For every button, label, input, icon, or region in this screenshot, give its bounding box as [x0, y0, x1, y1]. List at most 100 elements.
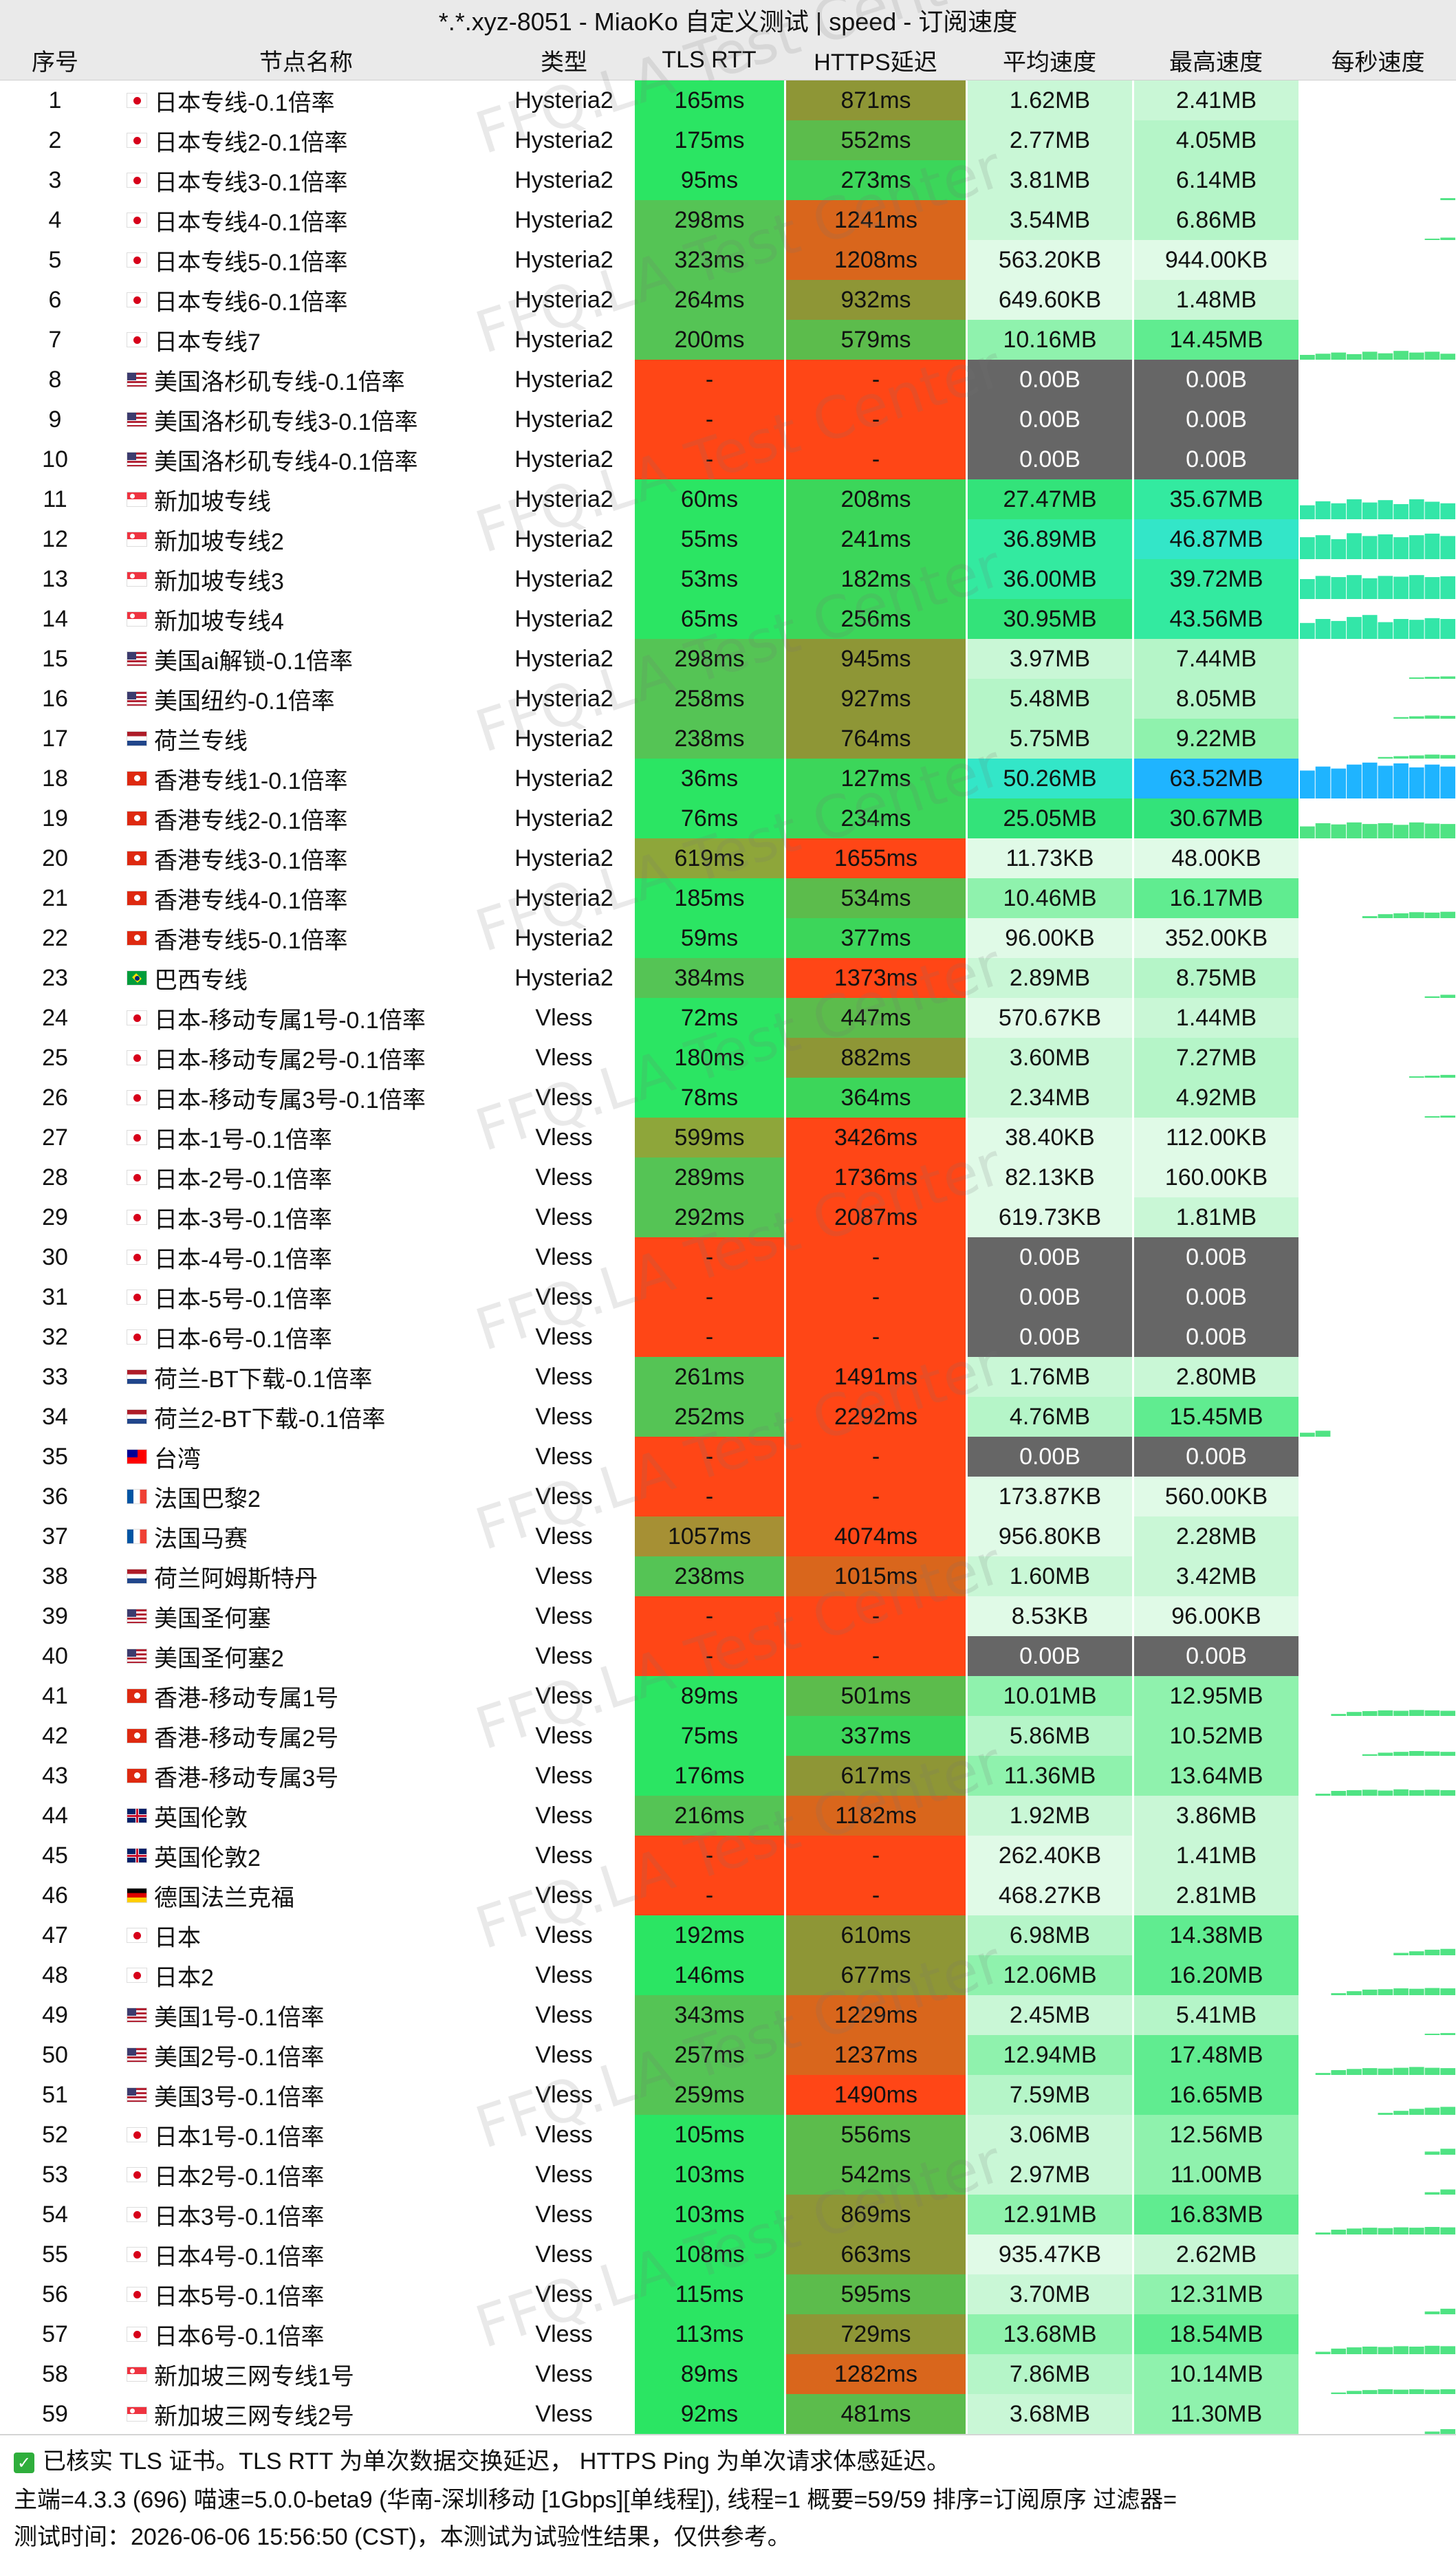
row-index: 41: [42, 1682, 68, 1709]
table-row: 45 英国伦敦2 Vless - -262.40KB 1.41MB: [0, 1836, 1456, 1876]
node-name: 新加坡三网专线2号: [154, 2403, 354, 2430]
avg-speed-value: 173.87KB: [967, 1477, 1132, 1516]
sparkline-bar: [1378, 622, 1393, 639]
node-name-cell: 日本: [117, 1915, 495, 1955]
node-name: 日本-6号-0.1倍率: [154, 1326, 332, 1353]
us-flag-icon: [127, 691, 147, 706]
speed-sparkline: [1300, 240, 1456, 280]
node-name: 荷兰阿姆斯特丹: [154, 1565, 318, 1592]
row-index: 19: [42, 805, 68, 831]
nl-flag-icon: [127, 731, 147, 746]
us-flag-icon: [127, 651, 147, 666]
sparkline-bar: [1331, 2392, 1347, 2394]
speed-sparkline: [1300, 2235, 1456, 2274]
table-row: 46 德国法兰克福 Vless - -468.27KB 2.81MB: [0, 1876, 1456, 1916]
per-second-speed-cell: [1300, 360, 1456, 400]
per-second-speed-cell: [1300, 2394, 1456, 2434]
speed-sparkline: [1424, 2308, 1455, 2314]
per-second-speed-cell: [1300, 1237, 1456, 1277]
avg-speed-value: 1.60MB: [967, 1556, 1132, 1596]
avg-speed-value: 8.53KB: [967, 1596, 1132, 1636]
result-title: *.*.xyz-8051 - MiaoKo 自定义测试 | speed - 订阅…: [0, 0, 1456, 41]
sparkline-bar: [1424, 1116, 1440, 1118]
node-name: 美国圣何塞2: [154, 1645, 284, 1672]
node-name-cell: 日本2号-0.1倍率: [117, 2155, 495, 2195]
node-name-cell: 香港专线1-0.1倍率: [117, 759, 495, 798]
avg-speed-value: 1.62MB: [967, 80, 1132, 120]
sparkline-bar: [1424, 2034, 1440, 2035]
table-row: 9 美国洛杉矶专线3-0.1倍率 Hysteria2- -0.00B 0.00B: [0, 400, 1456, 440]
max-speed-value: 0.00B: [1133, 360, 1299, 400]
sparkline-bar: [1378, 500, 1393, 519]
node-name: 荷兰2-BT下载-0.1倍率: [154, 1406, 386, 1433]
sparkline-bar: [1409, 1076, 1424, 1078]
speed-sparkline: [1300, 1636, 1456, 1676]
max-speed-value: 8.05MB: [1133, 679, 1299, 719]
tls-rtt-value: 65ms: [634, 599, 784, 639]
node-type: Vless: [535, 1602, 593, 1629]
jp-flag-icon: [127, 1050, 147, 1065]
sparkline-bar: [1331, 539, 1347, 559]
jp-flag-icon: [127, 2207, 147, 2222]
sparkline-bar: [1440, 536, 1455, 559]
max-speed-value: 6.86MB: [1133, 200, 1299, 240]
sparkline-bar: [1378, 1790, 1393, 1796]
table-row: 6 日本专线6-0.1倍率 Hysteria2 264ms 932ms 649.60KB 1…: [0, 280, 1456, 320]
node-type: Hysteria2: [514, 87, 613, 113]
jp-flag-icon: [127, 1329, 147, 1345]
node-name-cell: 新加坡专线: [117, 479, 495, 519]
max-speed-value: 944.00KB: [1133, 240, 1299, 280]
node-type: Vless: [535, 2320, 593, 2347]
node-name-cell: 香港专线4-0.1倍率: [117, 878, 495, 918]
tls-rtt-value: -: [634, 439, 784, 479]
speed-sparkline: [1300, 360, 1456, 400]
header-node-name: 节点名称: [259, 49, 353, 76]
https-latency-value: 447ms: [785, 998, 966, 1038]
node-name-cell: 香港专线5-0.1倍率: [117, 918, 495, 958]
table-row: 4 日本专线4-0.1倍率 Hysteria2 298ms 1241ms 3.54MB 6.…: [0, 200, 1456, 241]
jp-flag-icon: [127, 2167, 147, 2182]
sparkline-bar: [1300, 505, 1315, 519]
avg-speed-value: 6.98MB: [967, 1915, 1132, 1955]
hk-flag-icon: [127, 1768, 147, 1783]
sparkline-bar: [1331, 2230, 1347, 2235]
per-second-speed-cell: [1300, 1756, 1456, 1796]
node-type: Vless: [535, 2121, 593, 2148]
per-second-speed-cell: [1300, 400, 1456, 439]
node-name-cell: 日本6号-0.1倍率: [117, 2314, 495, 2354]
node-name: 日本-1号-0.1倍率: [154, 1127, 332, 1153]
speed-sparkline: [1440, 198, 1455, 200]
node-type: Vless: [535, 1084, 593, 1111]
node-name: 香港专线1-0.1倍率: [154, 768, 348, 794]
table-row: 12 新加坡专线2 Hysteria2 55ms 241ms 36.89MB 46.87MB: [0, 519, 1456, 560]
node-name-cell: 美国洛杉矶专线4-0.1倍率: [117, 439, 495, 479]
node-name: 日本4号-0.1倍率: [154, 2243, 325, 2270]
https-latency-value: 1491ms: [785, 1357, 966, 1397]
sparkline-bar: [1409, 767, 1424, 798]
sparkline-bar: [1315, 1794, 1331, 1796]
node-name-cell: 美国洛杉矶专线-0.1倍率: [117, 360, 495, 400]
row-index: 42: [42, 1722, 68, 1749]
avg-speed-value: 5.48MB: [967, 679, 1132, 719]
tls-rtt-value: 53ms: [634, 559, 784, 599]
sg-flag-icon: [127, 611, 147, 627]
gb-flag-icon: [127, 1808, 147, 1823]
row-index: 14: [42, 605, 68, 632]
tls-rtt-value: 60ms: [634, 479, 784, 519]
https-latency-value: 1229ms: [785, 1995, 966, 2035]
sparkline-bar: [1331, 1714, 1347, 1716]
node-name: 美国纽约-0.1倍率: [154, 688, 335, 715]
https-latency-value: 501ms: [785, 1676, 966, 1716]
tls-rtt-value: 323ms: [634, 240, 784, 280]
node-name-cell: 香港-移动专属2号: [117, 1716, 495, 1756]
avg-speed-value: 3.68MB: [967, 2394, 1132, 2434]
row-index: 24: [42, 1004, 68, 1031]
table-row: 5 日本专线5-0.1倍率 Hysteria2 323ms 1208ms 563.20KB…: [0, 240, 1456, 281]
max-speed-value: 12.31MB: [1133, 2274, 1299, 2314]
speed-sparkline: [1315, 1789, 1455, 1796]
table-row: 44 英国伦敦 Vless 216ms 1182ms 1.92MB 3.86MB: [0, 1796, 1456, 1836]
sparkline-bar: [1362, 762, 1378, 798]
header-per-second-speed: 每秒速度: [1331, 49, 1425, 76]
sparkline-bar: [1409, 2109, 1424, 2115]
node-name: 美国ai解锁-0.1倍率: [154, 648, 354, 675]
